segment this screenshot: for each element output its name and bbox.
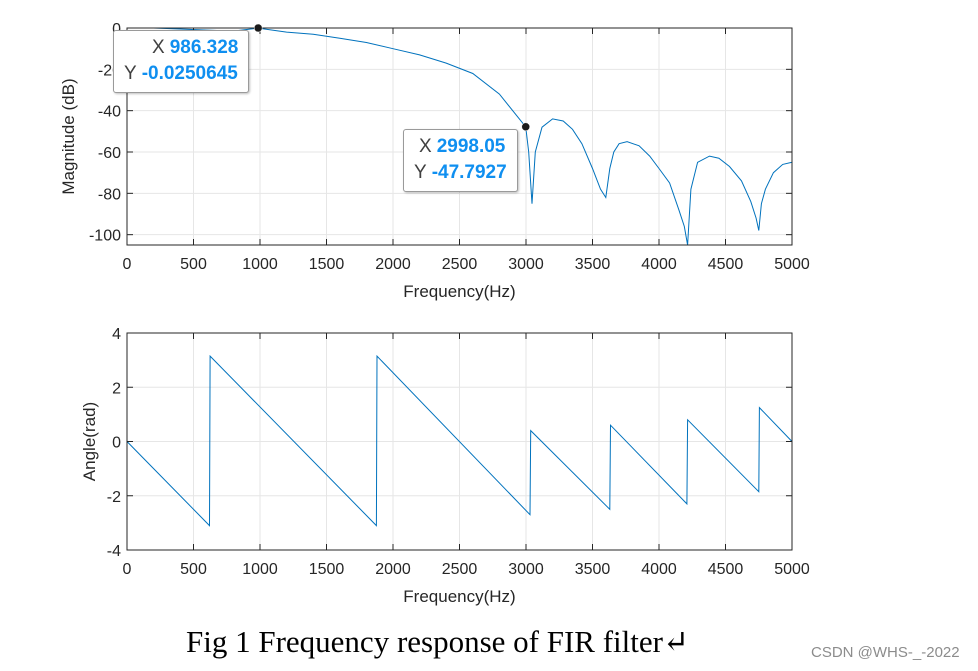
- y-tick-label: 0: [112, 435, 121, 452]
- series-line: [127, 27, 793, 246]
- x-tick-label: 4000: [641, 256, 677, 273]
- x-tick-label: 3000: [508, 256, 544, 273]
- x-tick-label: 500: [180, 256, 207, 273]
- datatip-2-y-value: -47.7927: [431, 162, 507, 183]
- x-tick-label: 3500: [575, 561, 611, 578]
- x-tick-label: 4000: [641, 561, 677, 578]
- x-tick-label: 1000: [242, 561, 278, 578]
- y-tick-label: -100: [89, 228, 121, 245]
- y-tick-label: 4: [112, 326, 121, 343]
- datatip-2-x-label: X: [419, 136, 432, 157]
- datatip-2[interactable]: X 2998.05 Y -47.7927: [403, 129, 518, 192]
- y-tick-label: 2: [112, 380, 121, 397]
- y-tick-label: -60: [98, 145, 121, 162]
- x-tick-label: 4500: [708, 561, 744, 578]
- datatip-1-x-label: X: [152, 37, 165, 58]
- datatip-1-y-value: -0.0250645: [141, 63, 238, 84]
- datatip-marker-1: [253, 23, 263, 33]
- x-tick-label: 5000: [774, 256, 810, 273]
- x-tick-label: 0: [123, 256, 132, 273]
- datatip-1-y-label: Y: [124, 63, 137, 84]
- x-tick-label: 5000: [774, 561, 810, 578]
- figure-caption: Fig 1 Frequency response of FIR filter↵: [186, 624, 689, 659]
- y-axis-label: Angle(rad): [80, 402, 99, 481]
- watermark: CSDN @WHS-_-2022: [811, 644, 960, 661]
- x-axis-label: Frequency(Hz): [403, 282, 515, 301]
- datatip-2-x-value: 2998.05: [436, 136, 506, 157]
- x-tick-label: 2500: [442, 256, 478, 273]
- x-tick-label: 500: [180, 561, 207, 578]
- x-tick-label: 1500: [309, 561, 345, 578]
- x-tick-label: 4500: [708, 256, 744, 273]
- phase-plot: 0 500 1000 1500 2000 2500 3000 3500 4000 4500 5000…: [80, 326, 810, 606]
- x-tick-label: 1500: [309, 256, 345, 273]
- x-tick-label: 1000: [242, 256, 278, 273]
- datatip-marker-2: [521, 122, 530, 132]
- y-axis-label: Magnitude (dB): [59, 78, 78, 194]
- x-tick-label: 2000: [375, 561, 411, 578]
- datatip-1-x-value: 986.328: [169, 37, 239, 58]
- datatip-1[interactable]: X 986.328 Y -0.0250645: [113, 30, 250, 93]
- magnitude-plot: 0 500 1000 1500 2000 2500 3000 3500 4000 4500 5000…: [59, 21, 810, 301]
- x-axis-label: Frequency(Hz): [403, 587, 515, 606]
- y-tick-label: -80: [98, 186, 121, 203]
- y-tick-label: -40: [98, 104, 121, 121]
- x-tick-label: 2500: [442, 561, 478, 578]
- y-tick-label: -2: [107, 489, 121, 506]
- y-tick-label: 0: [112, 21, 121, 38]
- x-tick-label: 3500: [575, 256, 611, 273]
- series-line: [126, 354, 793, 527]
- x-tick-label: 0: [123, 561, 132, 578]
- y-tick-label: -4: [107, 543, 121, 560]
- datatip-2-y-label: Y: [414, 162, 427, 183]
- x-tick-label: 3000: [508, 561, 544, 578]
- x-tick-label: 2000: [375, 256, 411, 273]
